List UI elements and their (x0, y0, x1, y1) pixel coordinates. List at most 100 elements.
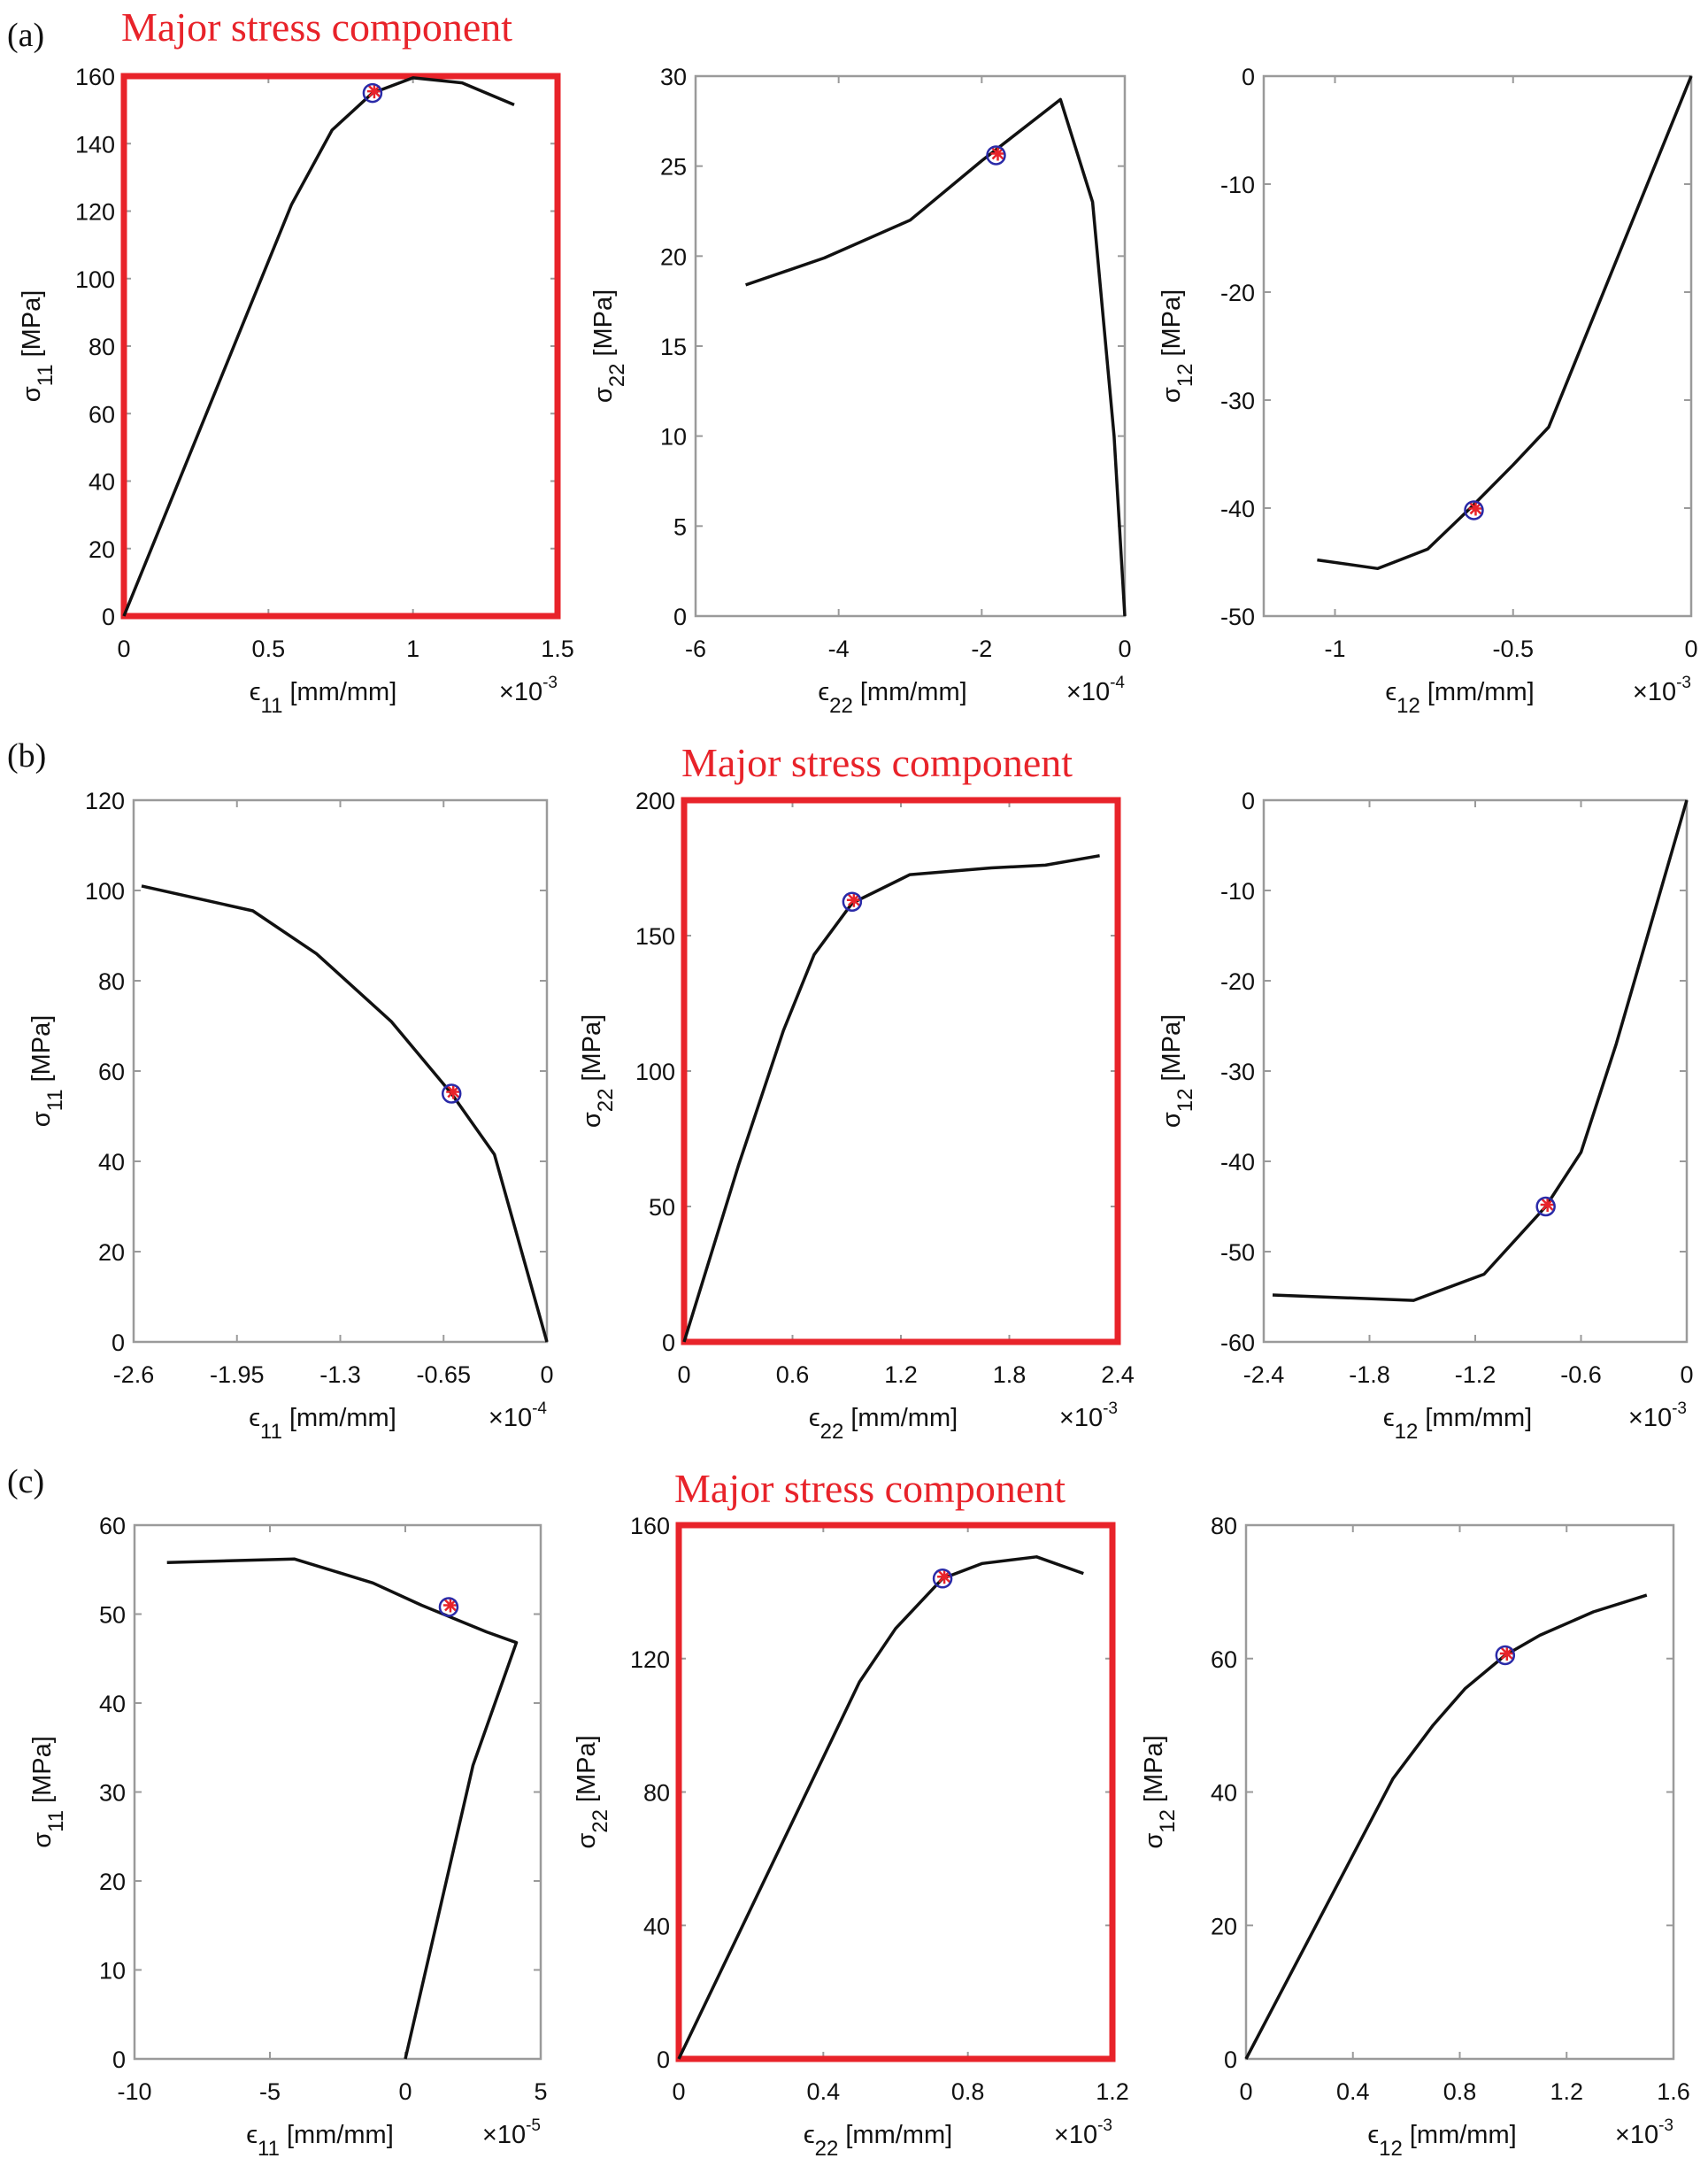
x-label-unit: [mm/mm] (860, 678, 967, 706)
x-label-unit: [mm/mm] (287, 2121, 394, 2149)
stress-strain-line (122, 76, 515, 617)
axes-box (682, 798, 1119, 1344)
y-tick-label: 60 (99, 1513, 126, 1539)
x-tick-label: -2.6 (113, 1361, 155, 1388)
x-tick-label: 0.5 (252, 636, 286, 662)
x-exponent-power: -3 (1103, 1399, 1118, 1418)
y-axis-label: σ11 [MPa] (28, 1736, 68, 1848)
y-tick-label: 40 (88, 469, 115, 496)
x-exponent: ×10-3 (499, 674, 558, 706)
x-tick-label: 0.4 (807, 2078, 841, 2105)
y-tick-label: -20 (1220, 280, 1255, 306)
highlight-title-a: Major stress component (121, 4, 512, 50)
x-label-subscript: 11 (261, 694, 283, 718)
star-marker (846, 892, 861, 907)
x-exponent-base: ×10 (1054, 2121, 1097, 2149)
y-tick-label: 0 (1242, 64, 1255, 90)
y-tick-label: 80 (98, 968, 125, 995)
x-label-unit: [mm/mm] (845, 2121, 952, 2149)
y-tick-label: 200 (635, 788, 675, 814)
circle-marker (1535, 1196, 1556, 1217)
stress-strain-line (677, 1555, 1084, 2060)
y-tick-label: 0 (662, 1330, 675, 1356)
x-label-unit: [mm/mm] (1410, 2121, 1517, 2149)
x-tick-label: 1.2 (884, 1361, 918, 1388)
x-tick-label: 0.4 (1336, 2078, 1370, 2105)
highlight-box (120, 73, 561, 620)
y-tick-label: 80 (643, 1780, 670, 1807)
chart-6: -2.4 -1.8 -1.2 -0.6 0-60-50-40-30-20-100ϵ12[… (1158, 788, 1694, 1444)
y-tick-label: 60 (98, 1059, 125, 1085)
circle-marker (986, 145, 1006, 166)
x-exponent: ×10-3 (1054, 2116, 1112, 2149)
panel-label-b: (b) (7, 737, 46, 775)
x-axis-label: ϵ12 [mm/mm] (1367, 2121, 1516, 2161)
y-tick-label: -10 (1220, 878, 1255, 905)
x-tick-label: 1.6 (1657, 2078, 1690, 2105)
x-exponent-power: -3 (1658, 2116, 1673, 2135)
x-axis-label: ϵ11 [mm/mm] (249, 1404, 396, 1444)
stress-strain-line (141, 884, 549, 1343)
y-axis-label: σ22 [MPa] (589, 289, 629, 403)
x-tick-label: -6 (685, 636, 706, 662)
y-label-unit: [MPa] (573, 1735, 601, 1802)
y-label-symbol: σ (18, 386, 46, 402)
y-tick-label: 0 (1242, 788, 1255, 814)
x-exponent-power: -3 (542, 674, 558, 692)
y-tick-label: 40 (98, 1149, 125, 1175)
star-marker (1499, 1646, 1514, 1661)
stress-strain-line (166, 1557, 519, 2060)
axes-box (1244, 1523, 1675, 2061)
x-tick-label: 0 (672, 2078, 685, 2105)
star-marker (990, 146, 1005, 161)
x-tick-label: 1.8 (993, 1361, 1027, 1388)
x-tick-label: -4 (828, 636, 850, 662)
x-tick-label: -1.3 (319, 1361, 361, 1388)
x-exponent: ×10-3 (1628, 1399, 1687, 1432)
y-tick-label: 20 (88, 536, 115, 563)
y-tick-label: 0 (1224, 2047, 1237, 2073)
x-tick-label: -5 (259, 2078, 281, 2105)
x-exponent-base: ×10 (489, 1404, 532, 1432)
x-exponent: ×10-3 (1633, 674, 1691, 706)
axes-box (694, 74, 1127, 618)
y-tick-label: 25 (660, 154, 687, 181)
x-tick-label: -1.2 (1455, 1361, 1496, 1388)
panel-label-a: (a) (7, 17, 44, 54)
y-label-unit: [MPa] (578, 1014, 606, 1082)
x-label-symbol: ϵ (818, 678, 829, 706)
stress-strain-line (745, 97, 1127, 617)
y-label-subscript: 22 (594, 1089, 618, 1113)
circle-marker (1464, 500, 1484, 520)
x-tick-label: -2.4 (1243, 1361, 1285, 1388)
y-label-symbol: σ (27, 1111, 56, 1127)
y-tick-label: 40 (643, 1913, 670, 1939)
y-label-unit: [MPa] (1158, 289, 1186, 357)
x-tick-label: 0 (540, 1361, 553, 1388)
y-tick-label: -10 (1220, 172, 1255, 198)
circle-marker (441, 1083, 462, 1104)
y-label-unit: [MPa] (27, 1015, 56, 1083)
x-label-subscript: 22 (829, 694, 853, 718)
x-label-symbol: ϵ (246, 2121, 258, 2149)
star-marker (937, 1569, 952, 1584)
star-marker (366, 84, 381, 99)
x-tick-label: 5 (534, 2078, 547, 2105)
x-tick-label: 0 (677, 1361, 690, 1388)
panel-label-c: (c) (7, 1463, 44, 1500)
x-exponent-base: ×10 (1059, 1404, 1103, 1432)
x-exponent-power: -4 (532, 1399, 547, 1418)
axes-box (132, 798, 549, 1344)
x-exponent: ×10-4 (1066, 674, 1126, 706)
x-label-unit: [mm/mm] (289, 678, 396, 706)
y-tick-label: -50 (1220, 604, 1255, 630)
y-tick-label: 0 (673, 604, 687, 630)
y-tick-label: 50 (649, 1194, 675, 1221)
star-marker (442, 1598, 458, 1613)
x-axis-label: ϵ22 [mm/mm] (809, 1404, 958, 1444)
